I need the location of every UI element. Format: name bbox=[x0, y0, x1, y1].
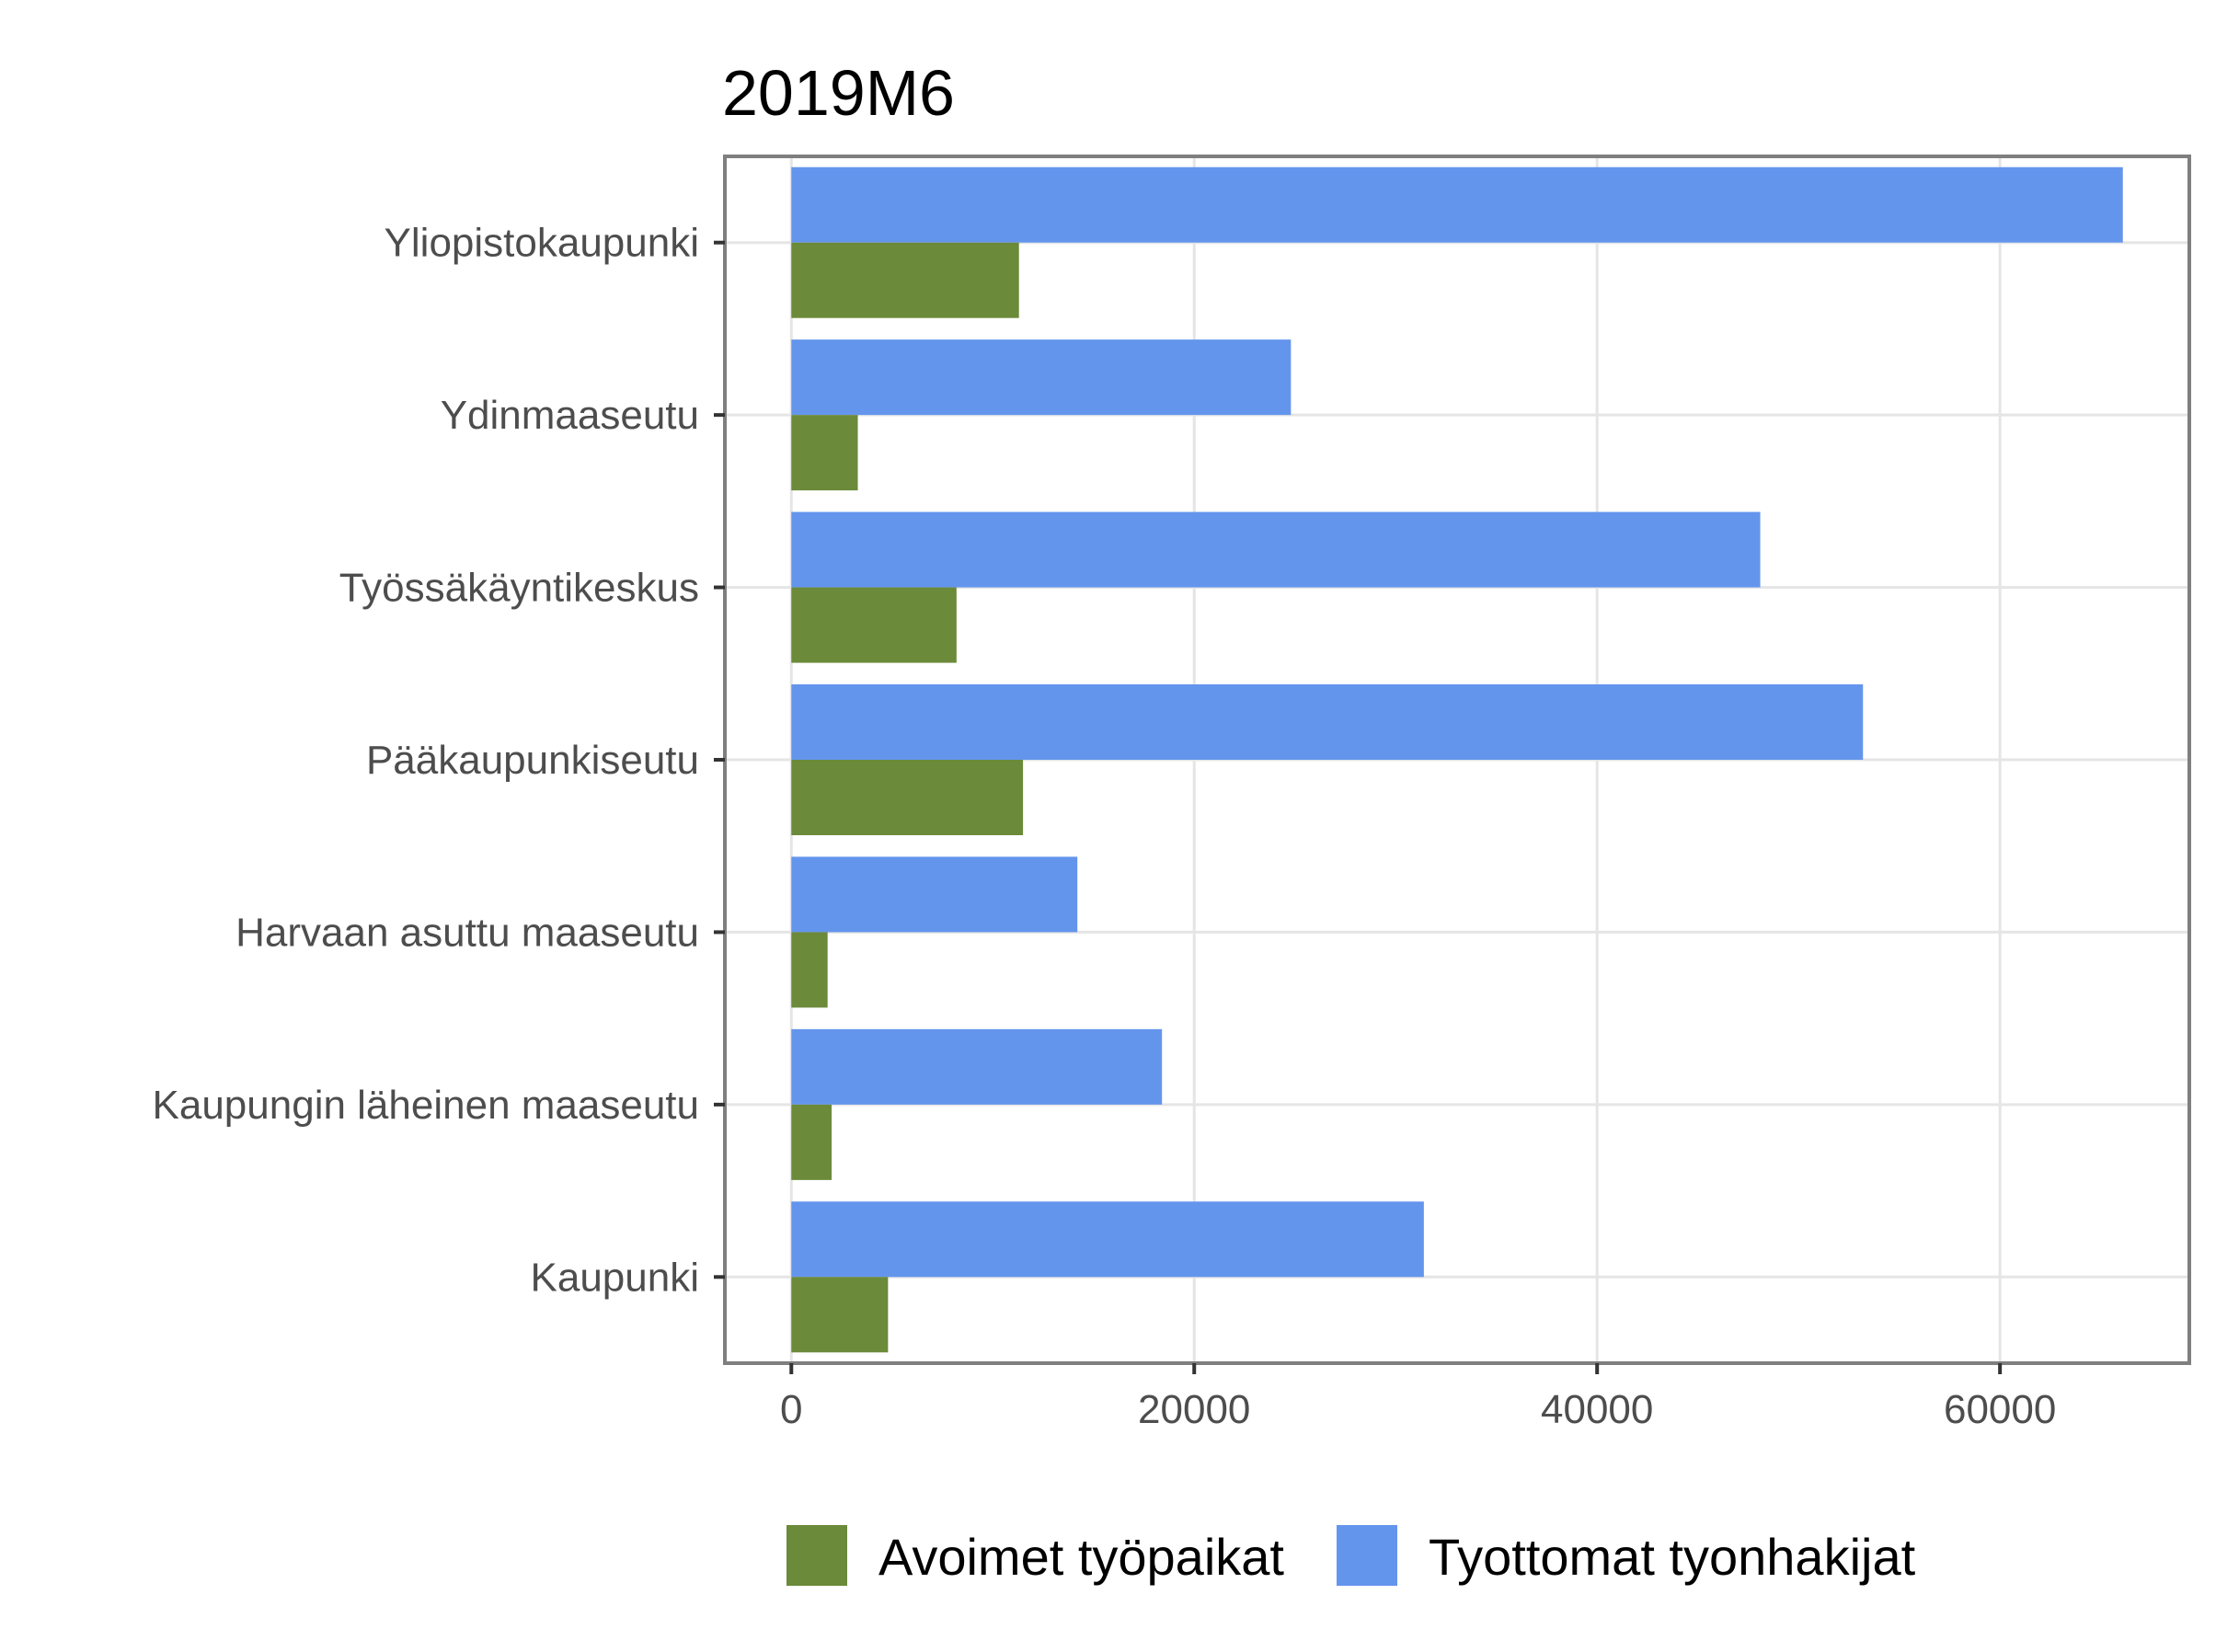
legend-key bbox=[1337, 1525, 1397, 1586]
bar-tyottomat-6 bbox=[791, 1201, 1424, 1278]
legend-label: Tyottomat tyonhakijat bbox=[1429, 1528, 1916, 1586]
legend: Avoimet työpaikat Tyottomat tyonhakijat bbox=[787, 1525, 1916, 1586]
bar-avoimet-3 bbox=[791, 760, 1024, 835]
x-tick-label: 60000 bbox=[1944, 1387, 2056, 1432]
category-label: Työssäkäyntikeskus bbox=[339, 566, 699, 611]
bar-tyottomat-1 bbox=[791, 339, 1292, 416]
bars bbox=[791, 166, 2123, 1353]
x-tick-label: 0 bbox=[780, 1387, 802, 1432]
bar-tyottomat-5 bbox=[791, 1028, 1163, 1105]
category-label: Yliopistokaupunki bbox=[385, 221, 699, 266]
category-label: Kaupungin läheinen maaseutu bbox=[153, 1083, 699, 1128]
category-label: Pääkaupunkiseutu bbox=[366, 738, 699, 783]
bar-avoimet-6 bbox=[791, 1277, 889, 1353]
bar-tyottomat-4 bbox=[791, 856, 1078, 933]
bar-tyottomat-2 bbox=[791, 511, 1761, 588]
bar-tyottomat-0 bbox=[791, 166, 2123, 243]
category-label: Harvaan asuttu maaseutu bbox=[235, 910, 699, 955]
bar-avoimet-1 bbox=[791, 415, 858, 491]
y-axis: Yliopistokaupunki Ydinmaaseutu Työssäkäynt… bbox=[153, 221, 725, 1300]
bar-avoimet-2 bbox=[791, 587, 957, 663]
bar-avoimet-0 bbox=[791, 242, 1019, 318]
bar-avoimet-4 bbox=[791, 932, 828, 1008]
bar-tyottomat-3 bbox=[791, 684, 1864, 760]
category-label: Kaupunki bbox=[531, 1255, 699, 1300]
x-tick-label: 40000 bbox=[1541, 1387, 1653, 1432]
legend-key bbox=[787, 1525, 847, 1586]
bar-avoimet-5 bbox=[791, 1104, 832, 1180]
category-label: Ydinmaaseutu bbox=[441, 393, 699, 438]
legend-label: Avoimet työpaikat bbox=[878, 1528, 1284, 1586]
x-axis: 0 20000 40000 60000 bbox=[780, 1363, 2056, 1432]
x-tick-label: 20000 bbox=[1138, 1387, 1250, 1432]
chart-title: 2019M6 bbox=[722, 57, 955, 129]
